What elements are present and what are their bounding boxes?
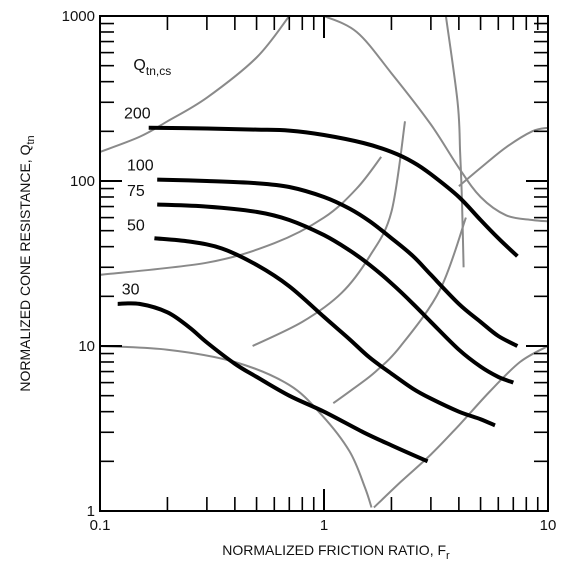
zone-boundary-1 [100,16,291,153]
legend-title: Qtn,cs [133,57,171,78]
zone-boundary-3 [252,121,406,347]
x-tick-label: 10 [540,517,557,534]
series-line-75 [157,202,515,385]
y-axis-title-sub: tn [25,135,37,144]
y-tick-label: 100 [70,173,95,190]
y-tick-label: 1000 [62,8,95,25]
x-axis-title: NORMALIZED FRICTION RATIO, Fr [222,542,450,562]
series-group [117,125,519,464]
plot-frame [99,15,549,512]
curve-label-100: 100 [127,157,154,174]
series-line-50 [154,236,496,428]
y-tick-label: 10 [78,338,95,355]
zone-boundaries [100,16,548,509]
zone-boundary-6 [373,345,548,509]
x-axis-title-sub: r [446,550,450,562]
zone-boundary-5 [332,217,467,405]
y-tick-label: 1 [87,503,95,520]
curve-label-75: 75 [127,183,145,200]
curve-label-30: 30 [122,282,140,299]
series-line-200 [148,125,519,258]
tick-marks [100,16,548,511]
curve-label-200: 200 [124,105,151,122]
curve-label-50: 50 [127,218,145,235]
zone-boundary-4 [100,345,373,508]
y-axis-title: NORMALIZED CONE RESISTANCE, Qtn [17,135,37,391]
legend-title-sub: tn,cs [146,64,171,78]
y-axis-title-main: NORMALIZED CONE RESISTANCE, Q [17,144,33,391]
curve-labels: 200 100 75 50 30 [122,105,154,298]
series-line-100 [157,177,519,348]
x-axis-title-main: NORMALIZED FRICTION RATIO, F [222,542,446,558]
legend-title-main: Q [133,57,145,74]
x-tick-label: 0.1 [90,517,111,534]
zone-boundary-9 [458,126,548,187]
zone-boundary-7 [444,16,465,268]
zone-boundary-2 [100,156,382,276]
series-line-30 [117,301,429,464]
zone-boundary-8 [323,16,548,223]
x-tick-label: 1 [320,517,328,534]
